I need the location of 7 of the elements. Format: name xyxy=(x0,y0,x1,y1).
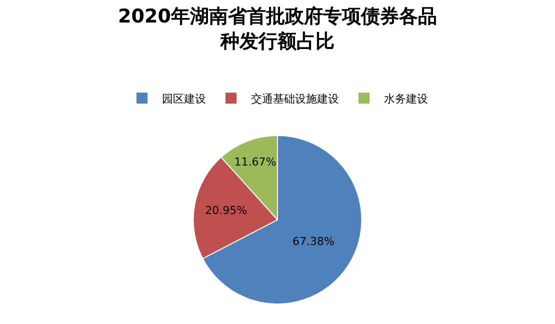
data-label: 20.95% xyxy=(205,204,248,217)
data-label: 67.38% xyxy=(292,235,334,248)
legend-label: 水务建设 xyxy=(384,92,428,106)
legend-label: 交通基础设施建设 xyxy=(251,92,339,106)
data-label: 11.67% xyxy=(234,155,276,168)
chart-title: 2020年湖南省首批政府专项债券各品种发行额占比 xyxy=(118,6,437,52)
legend-label: 园区建设 xyxy=(162,92,206,106)
